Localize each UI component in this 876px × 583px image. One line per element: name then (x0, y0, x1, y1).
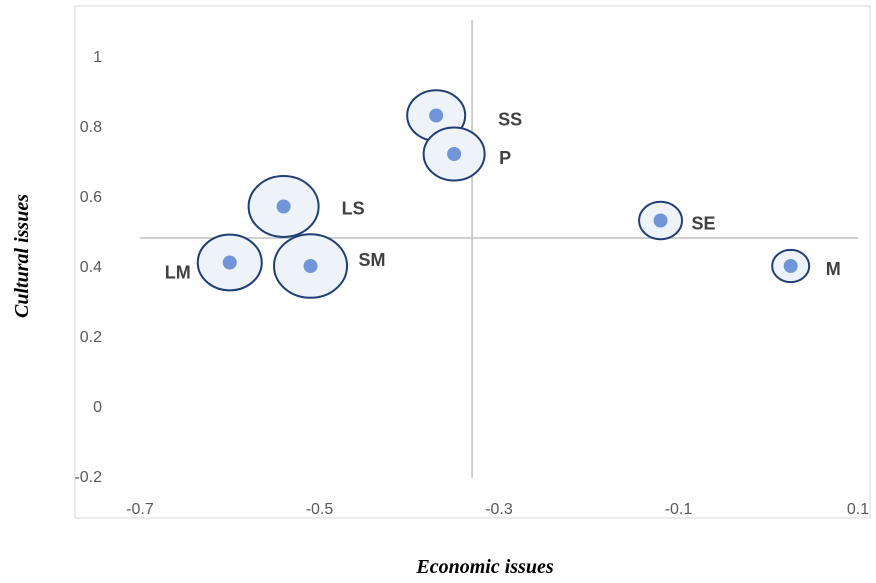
y-tick-label: -0.2 (74, 469, 102, 486)
point-label-ss: SS (498, 110, 522, 130)
x-tick-label: -0.3 (485, 501, 513, 518)
point-ls (276, 199, 291, 214)
y-tick-label: 0.4 (80, 259, 102, 276)
y-tick-label: 0.2 (80, 329, 102, 346)
y-tick-label: 0 (93, 399, 102, 416)
point-lm (222, 255, 237, 270)
y-tick-label: 0.6 (80, 189, 102, 206)
point-m (783, 259, 798, 273)
y-tick-label: 1 (93, 49, 102, 66)
point-label-p: P (499, 148, 511, 168)
point-label-se: SE (692, 214, 716, 234)
point-label-ls: LS (342, 199, 365, 219)
point-sm (303, 259, 318, 273)
x-tick-label: -0.7 (126, 501, 154, 518)
x-tick-label: 0.1 (847, 501, 869, 518)
point-p (447, 147, 462, 161)
point-se (653, 213, 668, 228)
x-tick-label: -0.5 (306, 501, 334, 518)
point-label-sm: SM (359, 250, 386, 270)
point-label-m: M (826, 259, 841, 279)
point-label-lm: LM (165, 263, 191, 283)
point-ss (429, 108, 444, 123)
y-axis-title: Cultural issues (11, 194, 33, 318)
x-tick-label: -0.1 (665, 501, 693, 518)
x-axis-title: Economic issues (415, 556, 553, 578)
y-tick-label: 0.8 (80, 119, 102, 136)
